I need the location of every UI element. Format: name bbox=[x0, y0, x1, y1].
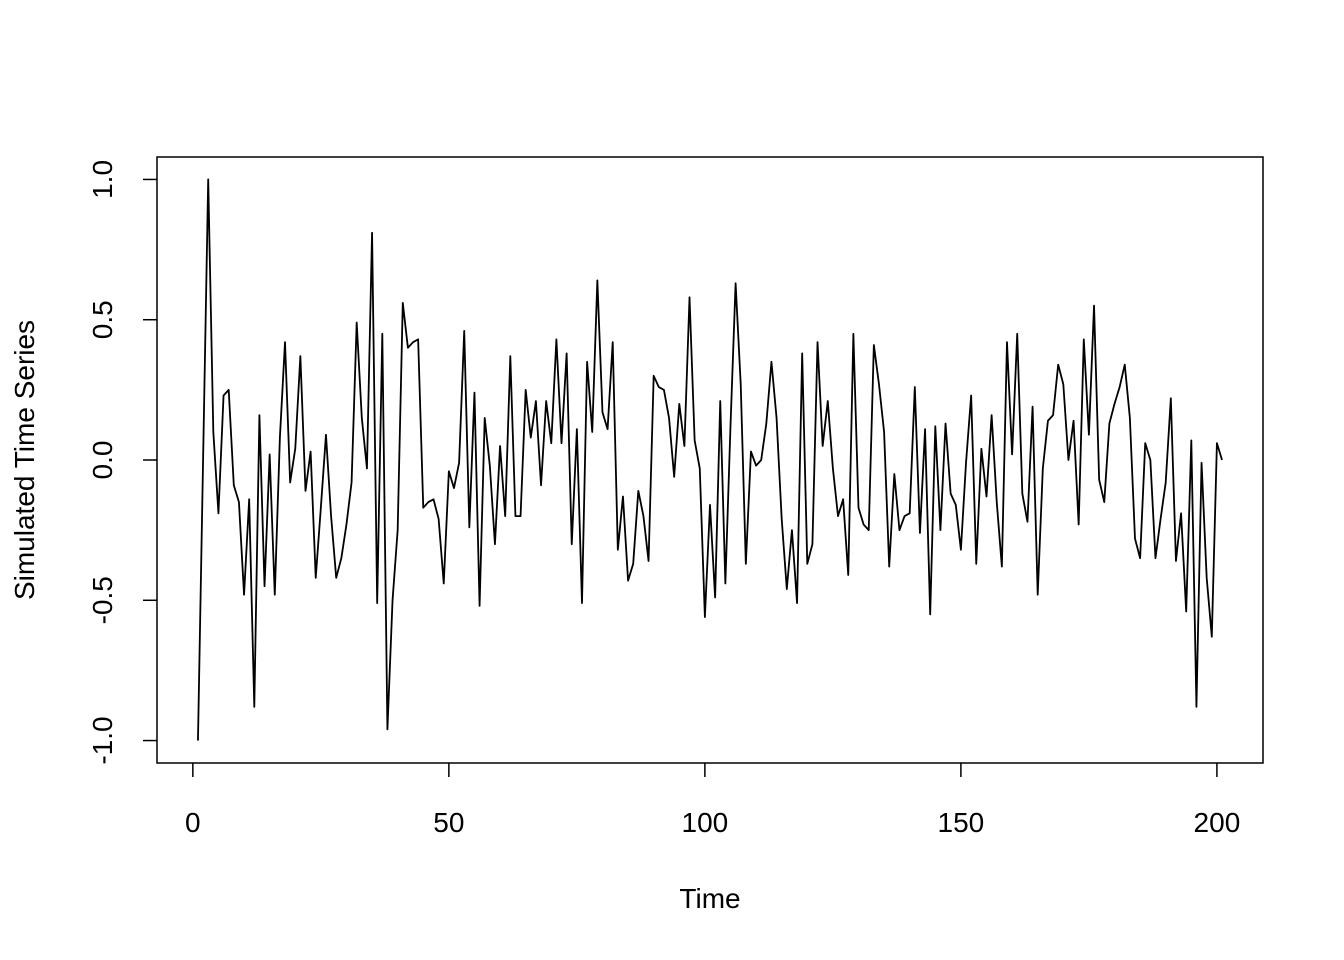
y-tick-label: 0.5 bbox=[87, 300, 118, 339]
plot-box bbox=[156, 156, 1264, 764]
y-tick-label: 0.0 bbox=[87, 441, 118, 480]
x-tick-label: 200 bbox=[1194, 807, 1241, 838]
y-tick-label: -1.0 bbox=[87, 716, 118, 764]
x-tick-label: 0 bbox=[185, 807, 201, 838]
y-tick-label: 1.0 bbox=[87, 160, 118, 199]
x-tick-label: 150 bbox=[938, 807, 985, 838]
y-axis-label: Simulated Time Series bbox=[9, 320, 40, 600]
x-tick-label: 50 bbox=[433, 807, 464, 838]
x-axis-label: Time bbox=[679, 883, 740, 914]
x-tick-label: 100 bbox=[682, 807, 729, 838]
series-line bbox=[197, 178, 1223, 741]
y-tick-label: -0.5 bbox=[87, 576, 118, 624]
